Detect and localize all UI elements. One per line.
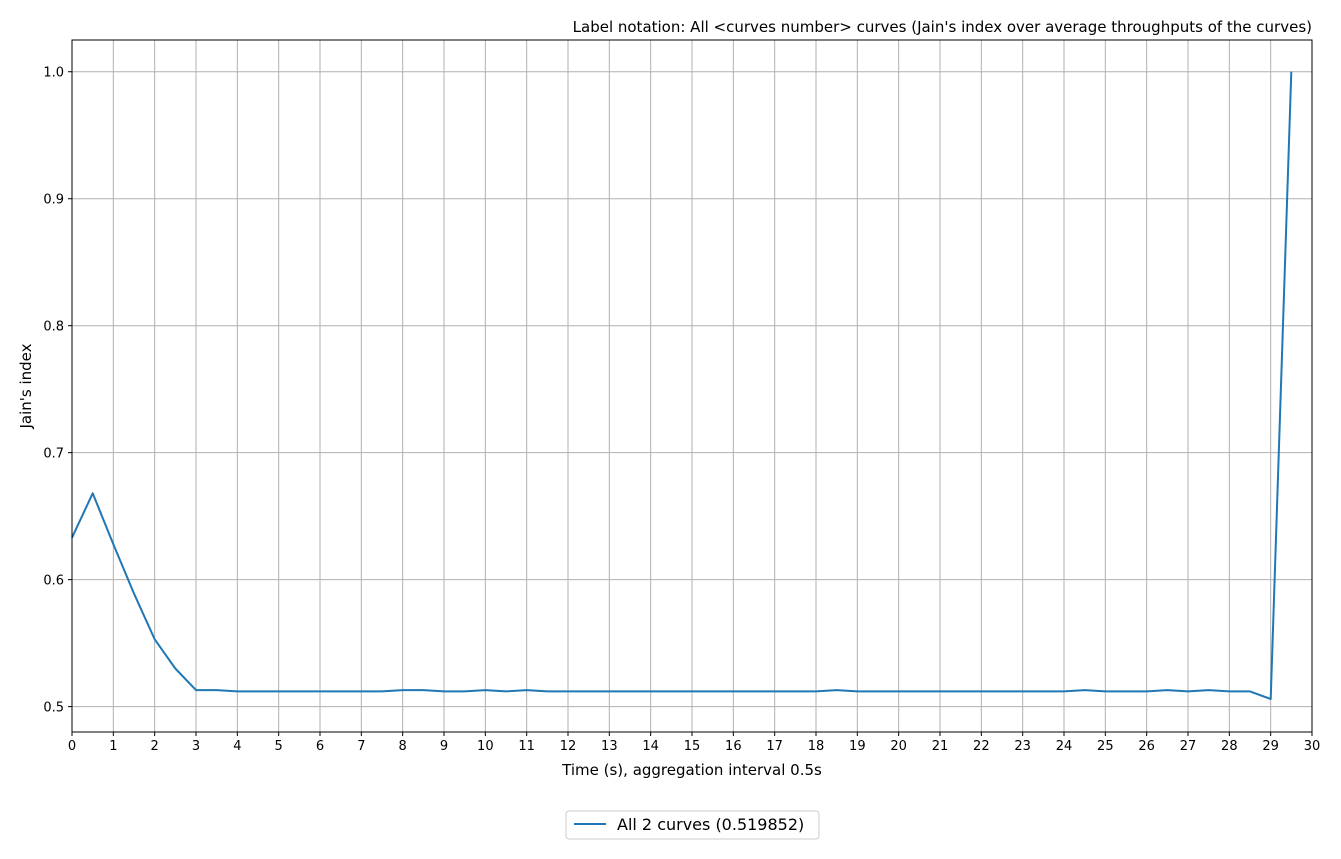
x-tick-label: 28 — [1221, 739, 1238, 754]
x-tick-label: 13 — [601, 739, 618, 754]
y-tick-label: 1.0 — [43, 66, 64, 81]
x-tick-label: 0 — [68, 739, 76, 754]
y-axis-title: Jain's index — [17, 343, 35, 429]
x-axis-title: Time (s), aggregation interval 0.5s — [561, 761, 822, 779]
y-tick-label: 0.7 — [43, 447, 64, 462]
legend: All 2 curves (0.519852) — [565, 810, 820, 840]
x-tick-label: 7 — [357, 739, 365, 754]
y-tick-label: 0.6 — [43, 574, 64, 589]
x-tick-label: 22 — [973, 739, 990, 754]
grid-lines — [71, 40, 1313, 732]
x-tick-label: 24 — [1056, 739, 1073, 754]
y-tick-label: 0.8 — [43, 320, 64, 335]
x-tick-label: 25 — [1097, 739, 1114, 754]
x-tick-label: 30 — [1304, 739, 1321, 754]
x-tick-label: 8 — [399, 739, 407, 754]
x-tick-label: 19 — [849, 739, 866, 754]
y-tick-label: 0.9 — [43, 193, 64, 208]
x-tick-label: 16 — [725, 739, 742, 754]
series-layer — [71, 71, 1293, 700]
x-tick-label: 6 — [316, 739, 324, 754]
x-tick-label: 27 — [1180, 739, 1197, 754]
x-tick-label: 1 — [109, 739, 117, 754]
x-tick-labels: 0 1 2 3 4 5 6 7 8 9 10 11 12 13 14 15 16 17 18 19 20 21 22 23 24… — [68, 739, 1320, 754]
x-tick-label: 23 — [1014, 739, 1031, 754]
x-tick-label: 12 — [560, 739, 577, 754]
x-tick-label: 5 — [275, 739, 283, 754]
tick-marks — [68, 71, 1313, 736]
y-tick-labels: 0.5 0.6 0.7 0.8 0.9 1.0 — [43, 66, 64, 716]
x-tick-label: 2 — [151, 739, 159, 754]
x-tick-label: 3 — [192, 739, 200, 754]
x-tick-label: 18 — [808, 739, 825, 754]
x-tick-label: 20 — [890, 739, 907, 754]
legend-label: All 2 curves (0.519852) — [617, 815, 804, 834]
x-tick-label: 4 — [233, 739, 241, 754]
x-tick-label: 17 — [766, 739, 783, 754]
x-tick-label: 14 — [642, 739, 659, 754]
chart-title: Label notation: All <curves number> curv… — [573, 18, 1312, 36]
y-tick-label: 0.5 — [43, 701, 64, 716]
x-tick-label: 10 — [477, 739, 494, 754]
x-tick-label: 29 — [1262, 739, 1279, 754]
x-tick-label: 15 — [684, 739, 701, 754]
legend-box — [565, 810, 820, 840]
x-tick-label: 11 — [518, 739, 535, 754]
x-tick-label: 9 — [440, 739, 448, 754]
series-line — [71, 71, 1293, 700]
x-tick-label: 26 — [1138, 739, 1155, 754]
x-tick-label: 21 — [932, 739, 949, 754]
